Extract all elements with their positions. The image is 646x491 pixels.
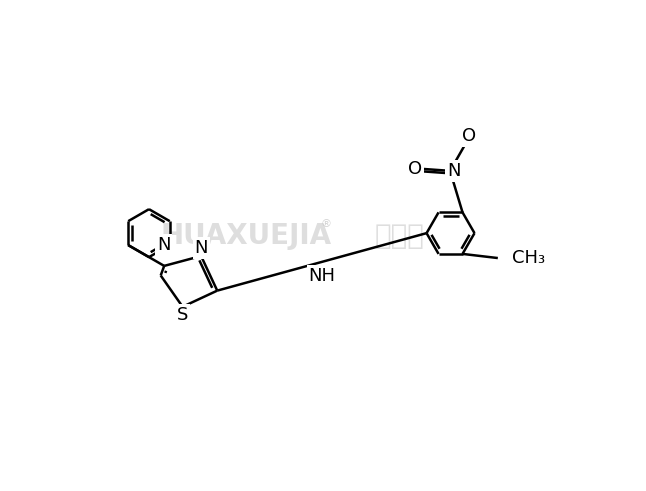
Text: HUAXUEJIA: HUAXUEJIA <box>161 222 332 250</box>
Text: 化学加: 化学加 <box>375 222 424 250</box>
Text: ®: ® <box>320 218 331 229</box>
Text: O: O <box>462 127 475 145</box>
Text: S: S <box>177 306 188 324</box>
Text: O: O <box>408 160 422 178</box>
Text: N: N <box>194 239 208 257</box>
Text: NH: NH <box>308 267 335 285</box>
Text: N: N <box>157 236 171 254</box>
Text: N: N <box>447 162 461 180</box>
Text: CH₃: CH₃ <box>512 249 545 267</box>
